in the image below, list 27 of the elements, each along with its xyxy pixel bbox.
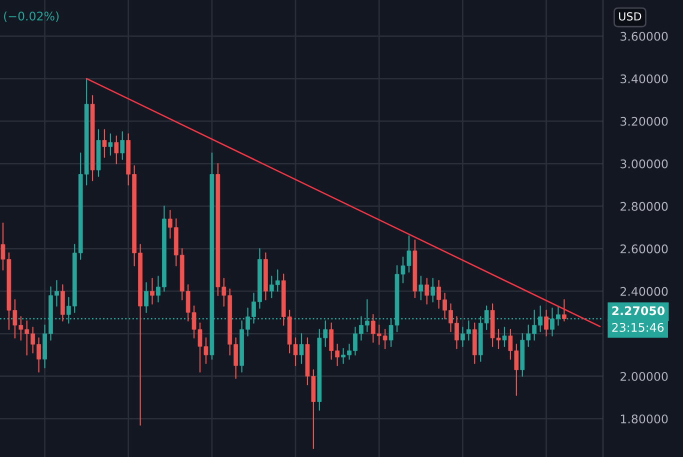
candlestick bbox=[544, 310, 548, 336]
candlestick bbox=[60, 284, 65, 322]
candlestick bbox=[120, 131, 125, 160]
annotation: (−0.02%) bbox=[4, 11, 59, 22]
y-tick-label: 2.80000 bbox=[620, 202, 668, 211]
candlestick bbox=[299, 333, 304, 364]
candlestick bbox=[418, 276, 424, 300]
y-tick-label: 2.60000 bbox=[620, 244, 668, 254]
candlestick bbox=[424, 278, 430, 305]
candlestick bbox=[430, 278, 436, 302]
candlestick bbox=[150, 278, 154, 305]
y-tick-label: 3.60000 bbox=[620, 32, 668, 41]
text: USD bbox=[619, 12, 642, 21]
y-tick-label: 3.40000 bbox=[620, 74, 668, 84]
candlestick bbox=[144, 282, 148, 314]
ref-line-label: 2.27050 bbox=[612, 306, 665, 316]
y-tick-label: 1.80000 bbox=[620, 414, 668, 424]
candlestick bbox=[114, 135, 119, 164]
y-tick-label: 2.40000 bbox=[620, 286, 668, 296]
y-tick-label: 2.00000 bbox=[620, 372, 668, 381]
candlestick bbox=[562, 299, 566, 322]
candlestick bbox=[102, 129, 107, 158]
candlestick bbox=[502, 326, 507, 348]
y-tick-label: 3.00000 bbox=[620, 159, 668, 168]
candlestick bbox=[108, 133, 113, 156]
y-tick-label: 3.20000 bbox=[620, 116, 668, 126]
text: 23:15:46 bbox=[612, 322, 664, 332]
